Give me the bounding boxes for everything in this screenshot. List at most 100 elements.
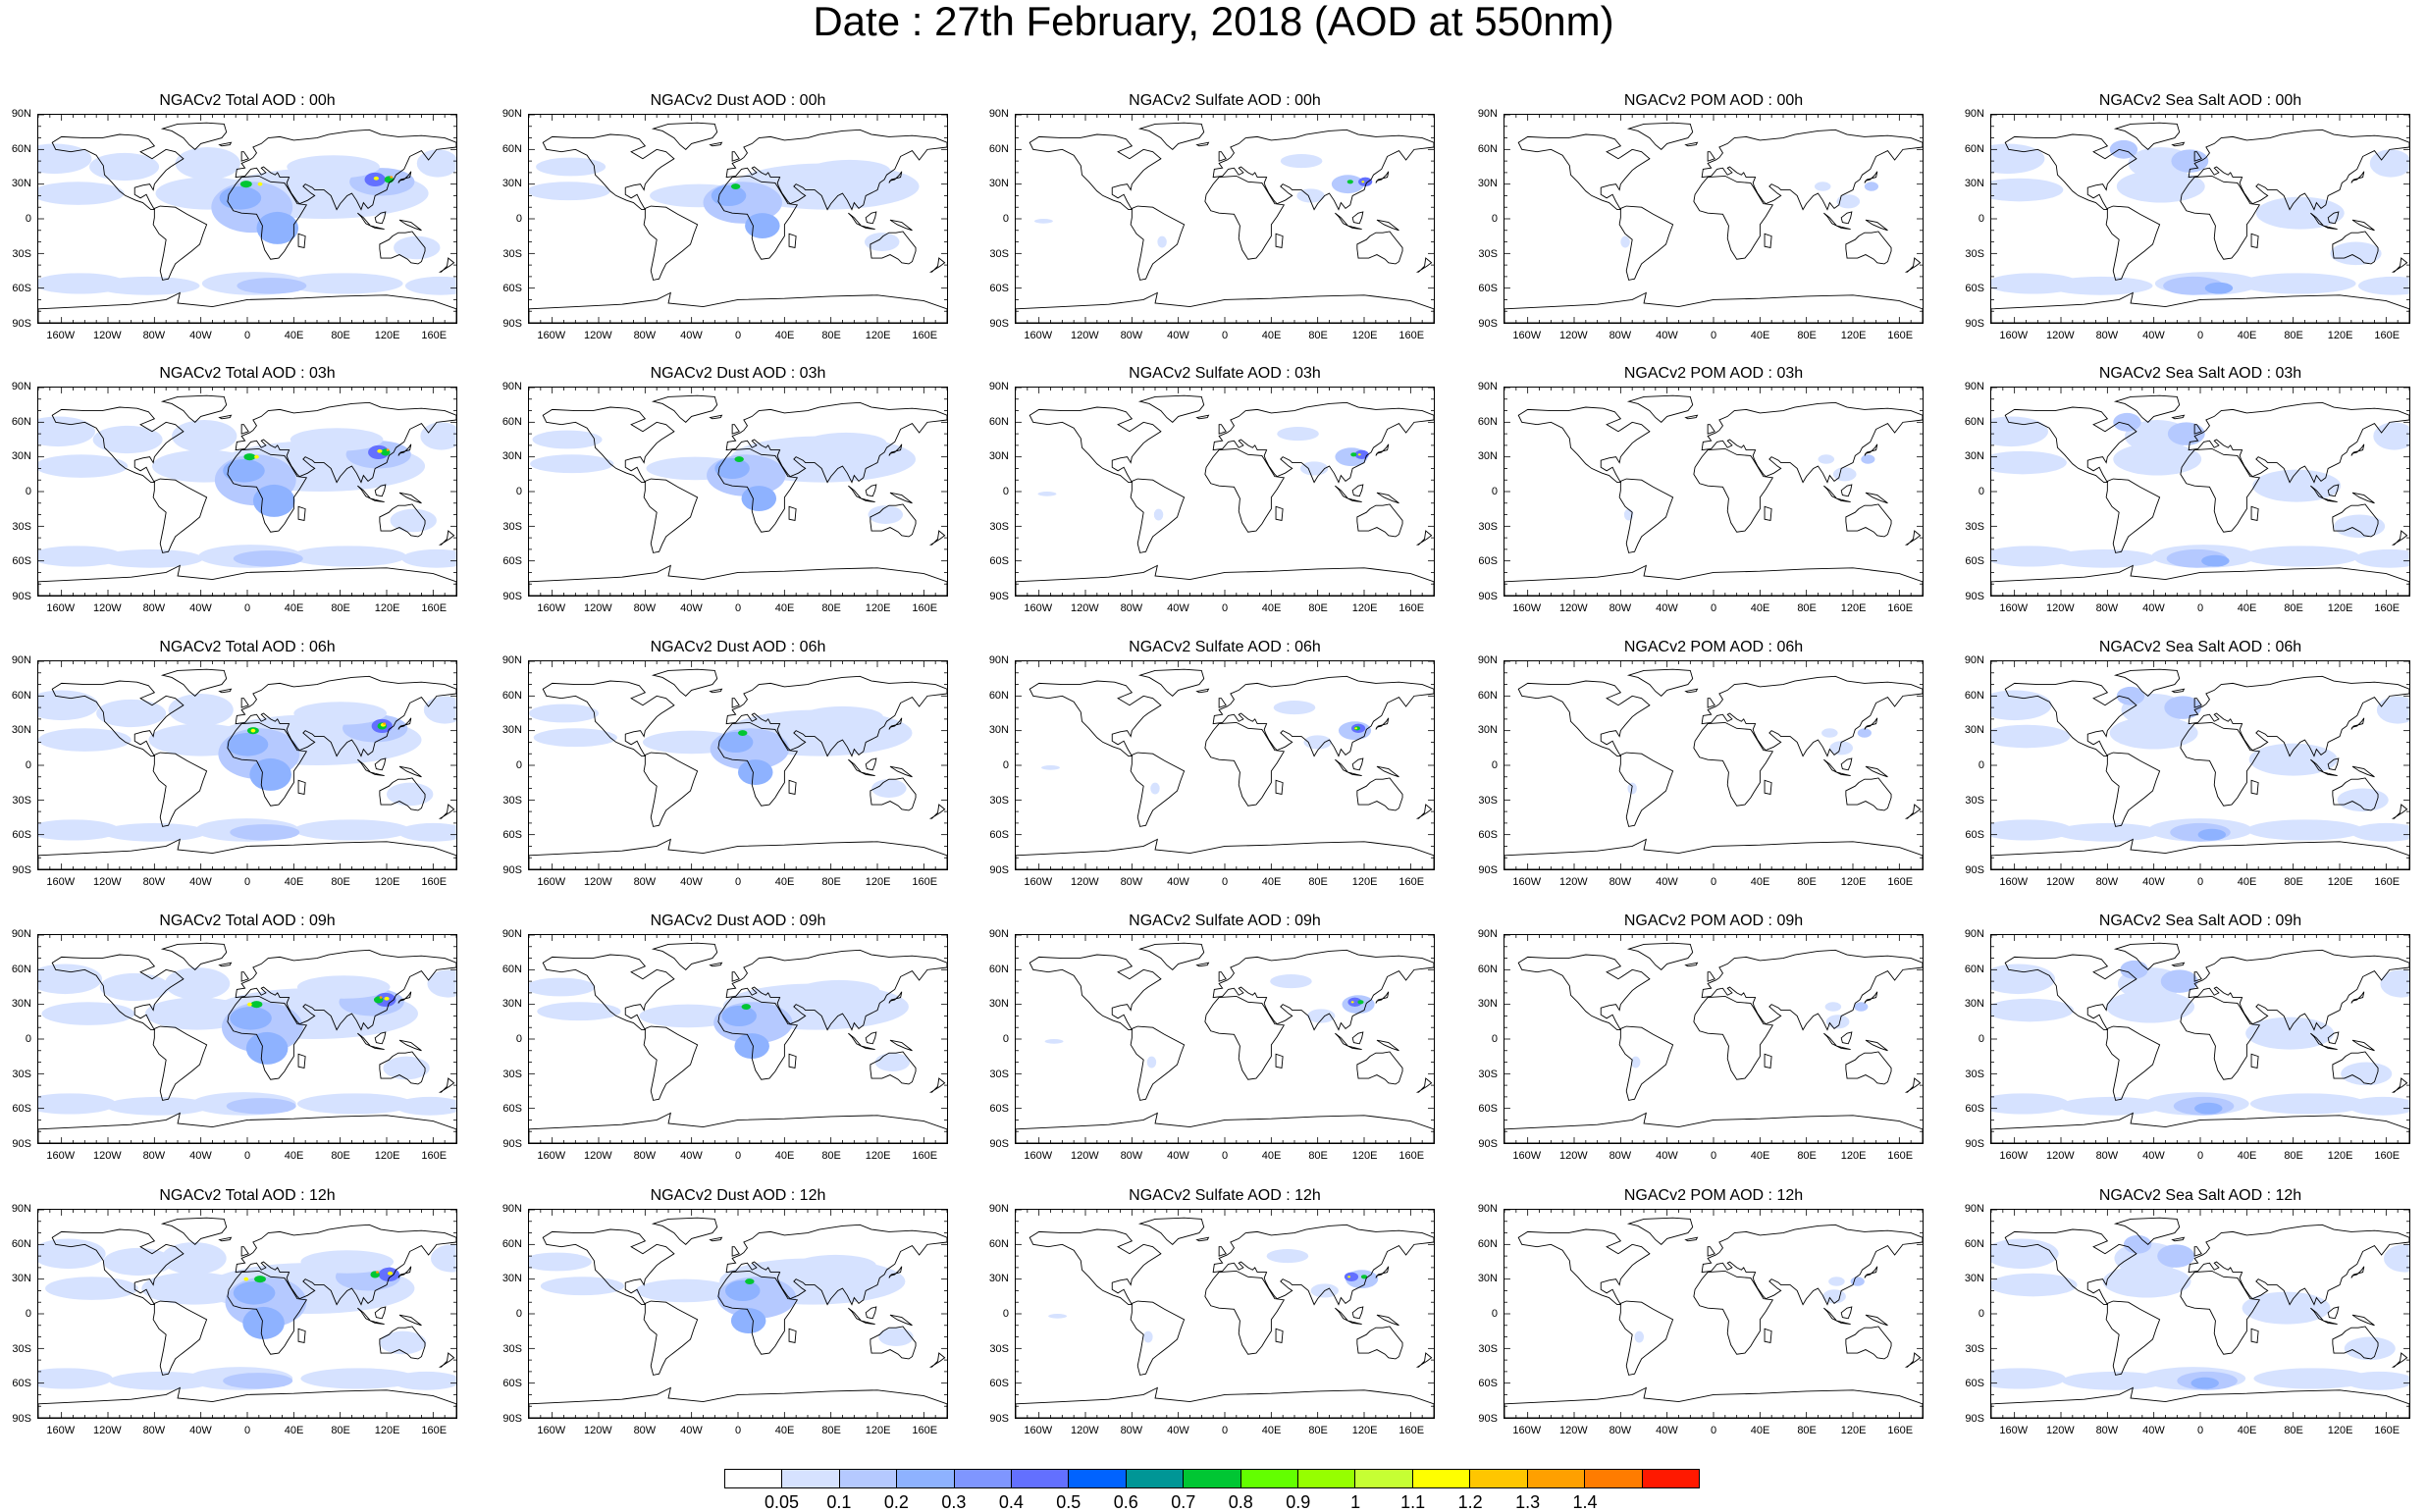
coastline [1016,564,1434,596]
longitude-label: 160E [2374,602,2401,614]
panel-title: NGACv2 Dust AOD : 09h [650,912,826,929]
coastline [1212,129,1434,211]
map-frame [37,660,457,870]
coastline [1626,1217,1694,1245]
aerosol-field [99,972,170,1002]
latitude-label: 60S [989,1103,1009,1116]
latitude-label: 30N [1964,450,1984,463]
coastline [1415,257,1433,273]
aod-map-svg [38,661,456,869]
coastline [1991,1386,2409,1418]
longitude-label: 80W [1120,602,1143,614]
map-panel: NGACv2 Sulfate AOD : 03h 90N 60N 30N 0 30S 60S… [977,365,1462,638]
coastline [1864,1266,1878,1278]
coastline [1991,564,2409,596]
coastline [1904,1077,1922,1093]
coastline [725,401,947,484]
coastline [1517,406,1651,484]
coastline [398,492,422,504]
map-panel: NGACv2 Sea Salt AOD : 03h 90N 60N 30N 0 30S 60… [1953,365,2427,638]
longitude-label: 40W [1656,1425,1678,1436]
coastline [1845,231,1892,265]
coastline [152,752,208,827]
coastline [51,954,185,1031]
latitude-label: 30S [12,794,31,807]
longitude-label: 160E [2374,1150,2401,1162]
coastline [848,485,875,503]
coastline [888,717,903,730]
aerosol-field [1143,1330,1153,1343]
longitude-label: 0 [734,602,742,614]
coastline [2004,954,2137,1031]
longitude-label: 40W [680,876,703,888]
coastline [848,212,875,231]
longitude-label: 40W [1167,1150,1189,1162]
longitude-label: 120W [92,602,122,614]
latitude-label: 60S [12,1103,31,1116]
coastline [2193,1246,2202,1257]
aerosol-field [300,1250,395,1274]
coastline [1504,1386,1923,1418]
page-title: Date : 27th February, 2018 (AOD at 550nm… [813,0,1614,44]
coastline [542,954,675,1031]
coastline [1840,211,1853,225]
panel-title: NGACv2 Dust AOD : 03h [650,365,826,382]
aod-map-svg [1991,1210,2409,1418]
longitude-label: 120E [1840,330,1867,341]
latitude-label: 60N [11,415,31,428]
aerosol-field [254,1276,266,1283]
aerosol-field [376,1271,379,1274]
latitude-label: 90N [988,1203,1009,1215]
coastline [717,721,799,807]
coastline [297,505,306,521]
panel-title: NGACv2 POM AOD : 06h [1623,639,1804,655]
map-panel: NGACv2 Sulfate AOD : 06h 90N 60N 30N 0 30S 60S… [977,639,1462,912]
coastline [1376,1039,1399,1052]
latitude-label: 60N [988,415,1009,428]
latitude-label: 60S [1965,829,1984,842]
aerosol-field [102,822,207,842]
coastline [235,949,456,1031]
aerosol-field [2055,822,2160,842]
coastline [870,503,917,538]
longitude-label: 40E [1750,1425,1770,1436]
aerosol-field [1991,819,2073,841]
latitude-label: 90N [1964,928,1984,940]
aerosol-field [1347,997,1362,1008]
longitude-label: 120W [583,876,612,888]
longitude-label: 80W [1609,602,1632,614]
longitude-label: 160E [1887,1425,1914,1436]
latitude-label: 30S [1965,247,1984,260]
longitude-label: 160W [1512,330,1542,341]
longitude-label: 120E [2327,602,2353,614]
longitude-label: 80W [2095,876,2119,888]
latitude-label: 30N [988,724,1009,737]
coastline [1684,414,1699,420]
aerosol-field [379,1330,427,1355]
coastline [374,484,387,497]
coastline [160,942,228,970]
latitude-label: 30N [501,178,522,190]
coastline [2351,492,2375,504]
aerosol-field [2348,1096,2409,1116]
aerosol-field [1044,1039,1064,1044]
longitude-label: 0 [2196,602,2204,614]
coastline [1517,680,1651,757]
latitude-label: 60S [1965,555,1984,568]
longitude-label: 160W [537,876,566,888]
latitude-label: 90N [1964,654,1984,666]
latitude-label: 60S [12,555,31,568]
latitude-label: 30N [1964,724,1984,737]
coastline [865,1031,877,1045]
longitude-label: 120W [92,330,122,341]
longitude-label: 120W [92,1150,122,1162]
longitude-label: 80W [2095,602,2119,614]
map-panel: NGACv2 Dust AOD : 00h 90N 60N 30N 0 30S 60S 90S… [491,92,976,365]
latitude-label: 90S [12,591,31,602]
aerosol-field [300,1368,417,1389]
aerosol-field [798,979,880,1002]
coastline [2351,1039,2375,1052]
aerosol-field [172,419,237,452]
longitude-label: 120E [374,1150,400,1162]
longitude-label: 0 [1221,602,1229,614]
